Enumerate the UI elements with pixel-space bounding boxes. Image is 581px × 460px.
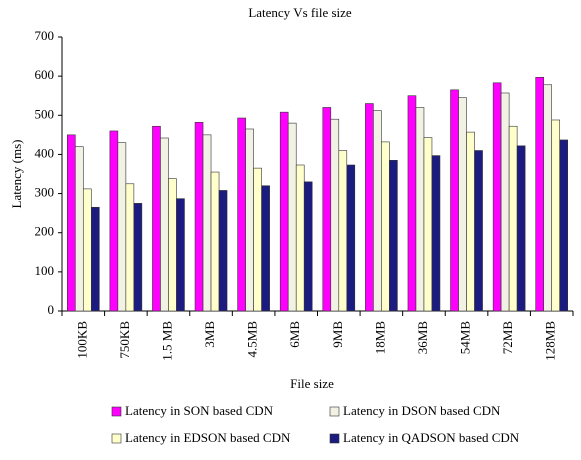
legend-label: Latency in EDSON based CDN <box>125 430 291 445</box>
bar <box>245 128 254 312</box>
legend-label: Latency in DSON based CDN <box>343 403 501 418</box>
bar <box>303 181 313 312</box>
x-tick-label: 6MB <box>287 321 302 348</box>
bar <box>551 119 561 312</box>
bar <box>66 134 76 312</box>
y-tick-label: 300 <box>35 185 55 200</box>
x-tick-label: 18MB <box>372 321 387 355</box>
bar <box>330 118 340 312</box>
bar <box>500 92 510 312</box>
legend-swatch <box>329 406 340 417</box>
y-tick-label: 0 <box>48 302 55 317</box>
bar <box>82 188 92 312</box>
x-tick-label: 72MB <box>500 321 515 355</box>
x-tick-label: 36MB <box>415 321 430 355</box>
bar <box>381 141 390 312</box>
chart-title: Latency Vs file size <box>248 5 352 20</box>
y-tick-label: 200 <box>35 224 55 239</box>
bar <box>279 111 289 312</box>
bar <box>365 103 374 312</box>
bar <box>202 134 212 312</box>
bar <box>346 164 356 312</box>
bar <box>152 125 161 312</box>
bar <box>109 130 119 312</box>
x-tick-label: 3MB <box>202 321 217 348</box>
legend-label: Latency in SON based CDN <box>125 403 274 418</box>
y-tick-label: 400 <box>35 145 55 160</box>
legend-swatch <box>111 406 122 417</box>
bar <box>322 107 332 312</box>
bar <box>508 125 518 312</box>
bar <box>450 89 459 312</box>
bar <box>466 131 475 312</box>
bar <box>218 190 228 312</box>
bar <box>338 150 348 312</box>
x-tick-label: 128MB <box>543 321 558 361</box>
bar <box>389 160 398 312</box>
bar <box>74 146 84 312</box>
bar <box>210 171 220 312</box>
bar <box>133 203 143 312</box>
x-axis-label: File size <box>290 376 334 391</box>
bar <box>559 139 569 312</box>
bar <box>160 137 169 312</box>
x-tick-label: 54MB <box>458 321 473 355</box>
bar <box>373 110 382 312</box>
bar <box>194 122 204 312</box>
legend-swatch <box>329 433 340 444</box>
bar <box>168 178 177 312</box>
bar <box>295 164 305 312</box>
y-tick-label: 500 <box>35 106 55 121</box>
y-tick-label: 100 <box>35 263 55 278</box>
legend-label: Latency in QADSON based CDN <box>343 430 520 445</box>
y-tick-label: 700 <box>35 28 55 43</box>
bar <box>535 77 545 312</box>
bar <box>176 198 185 312</box>
x-tick-label: 100KB <box>74 321 89 359</box>
x-tick-label: 1.5 MB <box>159 321 174 361</box>
x-tick-label: 9MB <box>330 321 345 348</box>
y-tick-label: 600 <box>35 67 55 82</box>
x-tick-label: 4.5MB <box>245 321 260 358</box>
bar <box>261 185 270 312</box>
bar <box>516 145 526 312</box>
bar <box>543 84 553 312</box>
bar <box>458 97 467 312</box>
bar <box>423 137 433 312</box>
bar <box>474 150 483 312</box>
legend-swatch <box>111 433 122 444</box>
bar <box>415 107 425 312</box>
bar <box>237 117 246 312</box>
bar <box>492 82 502 312</box>
bar <box>125 183 135 312</box>
x-tick-label: 750KB <box>117 321 132 359</box>
bar <box>253 167 262 312</box>
bar <box>431 155 441 312</box>
bar <box>117 142 127 312</box>
bar <box>90 206 100 312</box>
y-axis-label: Latency (ms) <box>9 140 24 209</box>
bar <box>287 122 297 312</box>
bar <box>407 95 417 312</box>
